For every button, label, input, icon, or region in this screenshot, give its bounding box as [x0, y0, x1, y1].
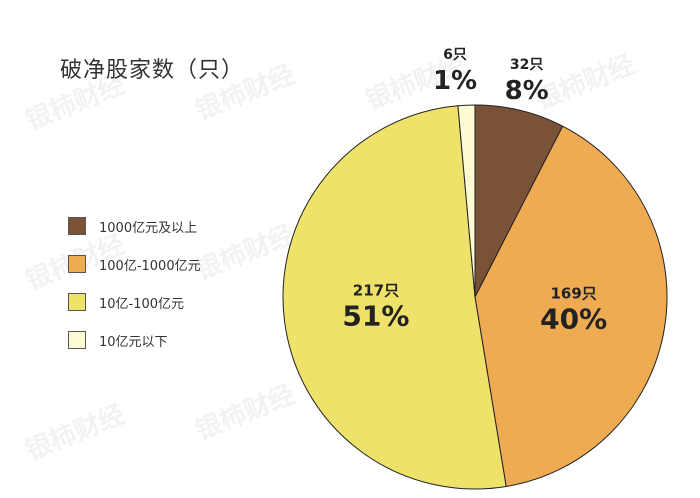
pie-slice-2 — [474, 125, 668, 488]
legend-swatch-1 — [68, 217, 86, 235]
chart-title: 破净股家数（只） — [60, 58, 245, 83]
legend: 1000亿元及以上 100亿-1000亿元 10亿-100亿元 10亿元以下 — [68, 216, 201, 368]
legend-swatch-3 — [68, 293, 86, 311]
legend-label-2: 100亿-1000亿元 — [99, 258, 201, 274]
slice-percent-label-4: 1% — [433, 66, 477, 96]
legend-label-4: 10亿元以下 — [99, 334, 168, 350]
pie-slice-3 — [282, 105, 507, 490]
slice-count-label-1: 32只 — [510, 57, 543, 73]
legend-label-1: 1000亿元及以上 — [99, 220, 198, 236]
slice-count-label-2: 169只 — [550, 284, 596, 302]
slice-percent-label-3: 51% — [342, 300, 409, 333]
pie-slice-4 — [457, 104, 476, 298]
legend-swatch-4 — [68, 331, 86, 349]
slice-percent-label-2: 40% — [540, 302, 607, 335]
legend-item-1: 1000亿元及以上 — [68, 216, 201, 236]
legend-item-4: 10亿元以下 — [68, 330, 201, 350]
legend-swatch-2 — [68, 255, 86, 273]
legend-label-3: 10亿-100亿元 — [99, 296, 185, 312]
slice-percent-label-1: 8% — [505, 76, 549, 106]
slice-count-label-4: 6只 — [443, 47, 467, 63]
legend-item-3: 10亿-100亿元 — [68, 292, 201, 312]
slice-count-label-3: 217只 — [353, 282, 399, 300]
legend-item-2: 100亿-1000亿元 — [68, 254, 201, 274]
